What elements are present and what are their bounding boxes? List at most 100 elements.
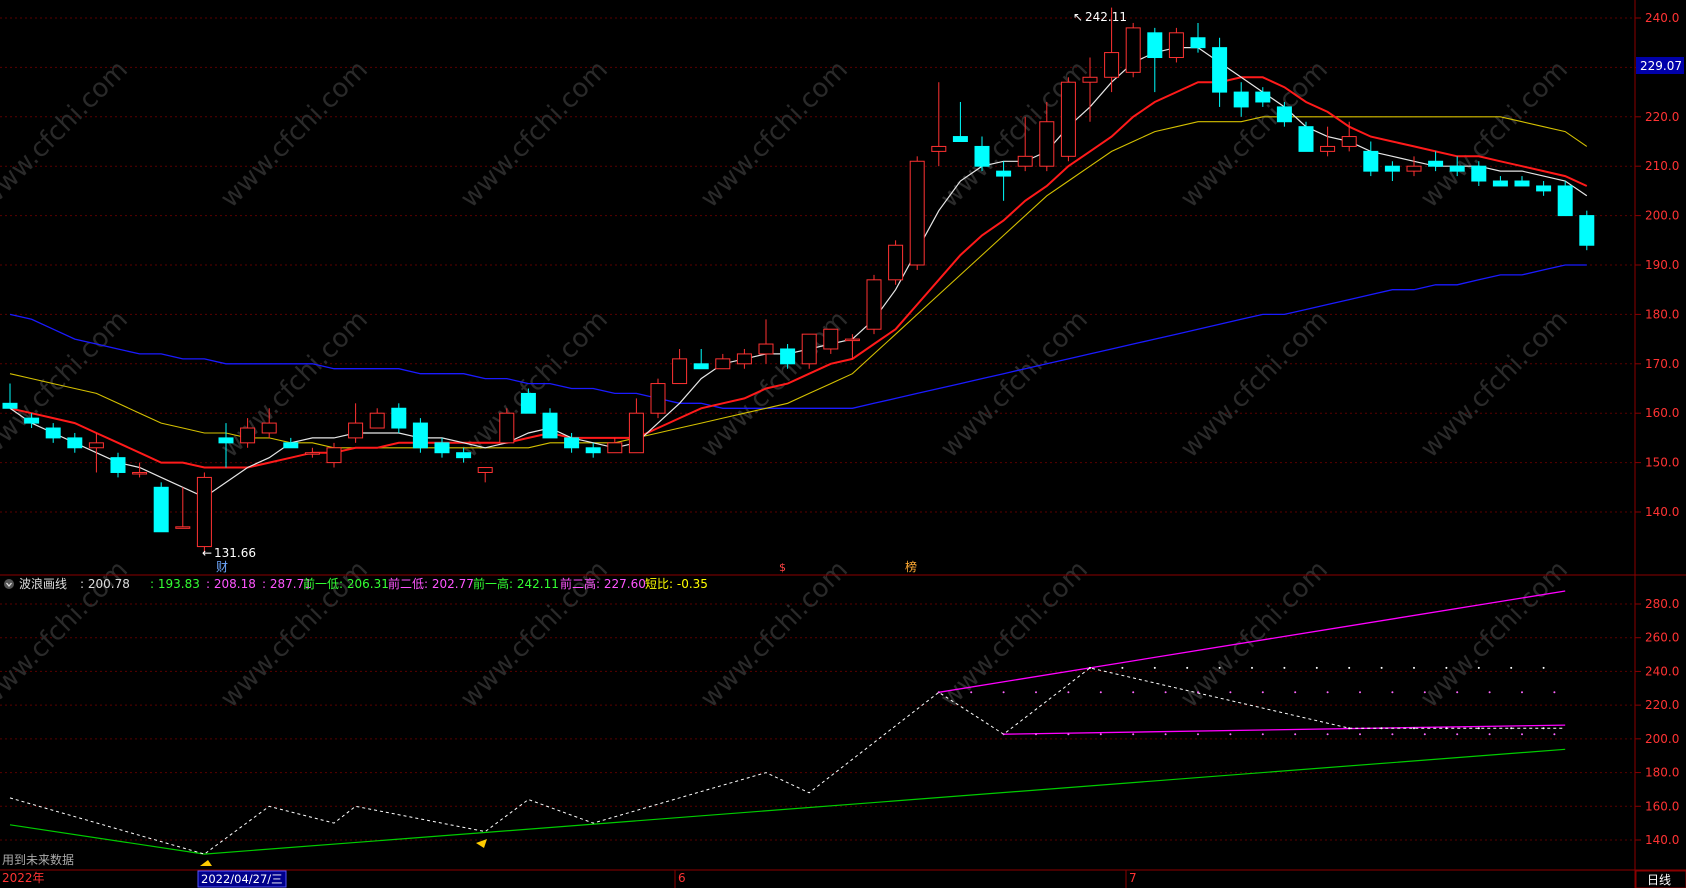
level-dot bbox=[1121, 666, 1124, 669]
wave-indicator bbox=[9, 590, 1566, 855]
indicator-name[interactable]: 波浪画线 bbox=[19, 576, 67, 591]
candle-body-down bbox=[1579, 215, 1595, 246]
candle bbox=[1492, 176, 1508, 187]
candle bbox=[542, 408, 558, 439]
candle bbox=[1384, 161, 1400, 182]
candle-body-up bbox=[931, 145, 947, 152]
candle bbox=[974, 136, 990, 172]
level-dot bbox=[1067, 691, 1070, 694]
period-button[interactable] bbox=[1635, 870, 1686, 888]
ma-white-line bbox=[9, 46, 1588, 498]
candle bbox=[283, 437, 299, 449]
candle bbox=[520, 388, 536, 414]
level-dot bbox=[1294, 691, 1297, 694]
candle bbox=[1428, 151, 1444, 172]
candle-body-up bbox=[499, 412, 515, 444]
candle bbox=[412, 418, 428, 453]
bottom-tick-label: 140.0 bbox=[1645, 833, 1679, 847]
level-dot bbox=[1099, 691, 1102, 694]
top-tick-label: 240.0 bbox=[1645, 11, 1679, 25]
event-marker-finance[interactable]: 财 bbox=[216, 560, 228, 574]
candle bbox=[477, 467, 493, 483]
level-dot bbox=[1294, 733, 1297, 736]
candle-body-up bbox=[348, 422, 364, 439]
candle-body-down bbox=[456, 452, 472, 459]
candle-body-up bbox=[1320, 145, 1336, 152]
time-axis-month-6: 6 bbox=[678, 871, 686, 885]
candle bbox=[952, 101, 968, 142]
candle bbox=[564, 432, 580, 453]
level-dot bbox=[1456, 691, 1459, 694]
level-dot bbox=[1542, 727, 1545, 730]
candle-body-up bbox=[477, 467, 493, 473]
level-dot bbox=[1251, 666, 1253, 669]
bottom-tick-label: 260.0 bbox=[1645, 631, 1679, 645]
candle bbox=[132, 462, 148, 478]
level-dot bbox=[1229, 733, 1232, 736]
event-marker-ranking[interactable]: 榜 bbox=[905, 559, 917, 574]
candle bbox=[715, 353, 731, 370]
level-dot bbox=[1488, 691, 1491, 694]
level-dot bbox=[1488, 733, 1491, 736]
level-dot bbox=[1186, 666, 1189, 669]
candle-body-down bbox=[1471, 165, 1487, 182]
level-dot bbox=[1229, 691, 1232, 694]
candle bbox=[1255, 87, 1271, 107]
level-dot bbox=[1542, 666, 1545, 669]
top-y-axis: 240.0230.0220.0210.0200.0190.0180.0170.0… bbox=[1635, 11, 1679, 519]
magenta-upper-line bbox=[938, 590, 1566, 693]
candle-body-down bbox=[1147, 32, 1163, 59]
candle-body-down bbox=[1298, 126, 1314, 152]
candle bbox=[88, 432, 104, 473]
level-dot bbox=[1197, 691, 1199, 694]
candle-body-up bbox=[132, 471, 148, 475]
candle-body-down bbox=[1363, 150, 1379, 172]
line1-value: : 193.83 bbox=[150, 577, 200, 591]
candle bbox=[1039, 101, 1055, 172]
candle bbox=[348, 403, 364, 443]
candle-body-down bbox=[1514, 180, 1530, 187]
candle bbox=[45, 423, 61, 443]
candle bbox=[1536, 181, 1552, 196]
level-dot bbox=[1089, 666, 1091, 669]
level-dot bbox=[1413, 666, 1415, 669]
wave-line bbox=[9, 667, 1566, 855]
level-dot bbox=[1445, 666, 1448, 669]
level-dot bbox=[970, 691, 973, 694]
candle bbox=[456, 447, 472, 463]
candle-body-up bbox=[88, 442, 104, 449]
top-tick-label: 210.0 bbox=[1645, 159, 1679, 173]
candle-body-up bbox=[1168, 32, 1184, 59]
candle-body-up bbox=[1082, 76, 1098, 83]
level-dot bbox=[1510, 727, 1513, 730]
top-tick-label: 200.0 bbox=[1645, 209, 1679, 223]
top-tick-label: 140.0 bbox=[1645, 505, 1679, 519]
candle bbox=[1190, 22, 1206, 53]
candle bbox=[823, 328, 839, 354]
candle bbox=[1341, 121, 1357, 152]
candle-body-down bbox=[952, 136, 968, 142]
indicator-value: : 200.78 bbox=[80, 577, 130, 591]
wave-low-marker-icon bbox=[200, 860, 212, 866]
event-marker-dollar[interactable]: $ bbox=[779, 561, 786, 574]
level-dot bbox=[1391, 691, 1394, 694]
level-dot bbox=[1164, 691, 1167, 694]
candle-body-up bbox=[801, 333, 817, 365]
candle-body-down bbox=[1212, 47, 1228, 93]
candle-body-down bbox=[1233, 91, 1249, 108]
collapse-toggle-icon[interactable] bbox=[4, 579, 14, 589]
candle-body-up bbox=[175, 526, 191, 529]
top-tick-label: 150.0 bbox=[1645, 456, 1679, 470]
candle bbox=[326, 442, 342, 468]
candle bbox=[24, 413, 40, 429]
bottom-tick-label: 240.0 bbox=[1645, 664, 1679, 678]
candle-body-down bbox=[1384, 165, 1400, 172]
candle-body-up bbox=[304, 452, 320, 455]
low-price-label: 131.66 bbox=[214, 546, 256, 560]
candle-body-up bbox=[196, 476, 212, 548]
candle bbox=[1557, 181, 1573, 217]
candle bbox=[391, 403, 407, 433]
ma-blue-line bbox=[9, 264, 1587, 409]
candle-body-down bbox=[974, 145, 990, 167]
